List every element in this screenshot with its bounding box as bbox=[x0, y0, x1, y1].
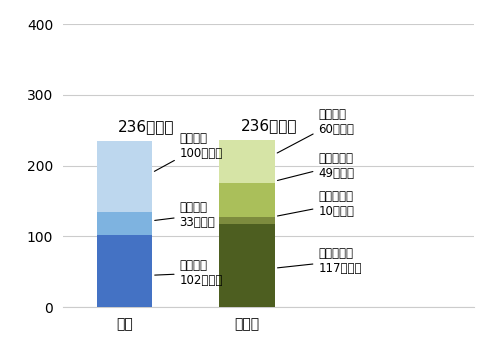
Bar bbox=[97, 211, 152, 235]
Text: 236万トン: 236万トン bbox=[118, 119, 175, 134]
Bar bbox=[97, 141, 152, 211]
Bar bbox=[220, 217, 275, 224]
Text: 過剰除去
33万トン: 過剰除去 33万トン bbox=[155, 201, 215, 229]
Text: 食品製造業
117万トン: 食品製造業 117万トン bbox=[277, 247, 362, 275]
Bar bbox=[220, 183, 275, 217]
Text: 直接廃棄
102万トン: 直接廃棄 102万トン bbox=[155, 259, 223, 287]
Text: 食品卸売業
10万トン: 食品卸売業 10万トン bbox=[277, 190, 354, 218]
Text: 食べ残し
100万トン: 食べ残し 100万トン bbox=[154, 132, 223, 171]
Text: 236万トン: 236万トン bbox=[241, 118, 298, 133]
Bar bbox=[220, 140, 275, 183]
Text: 食品小売業
49万トン: 食品小売業 49万トン bbox=[277, 151, 354, 180]
Text: 外食産業
60万トン: 外食産業 60万トン bbox=[277, 108, 354, 153]
Bar bbox=[220, 224, 275, 307]
Bar bbox=[97, 235, 152, 307]
